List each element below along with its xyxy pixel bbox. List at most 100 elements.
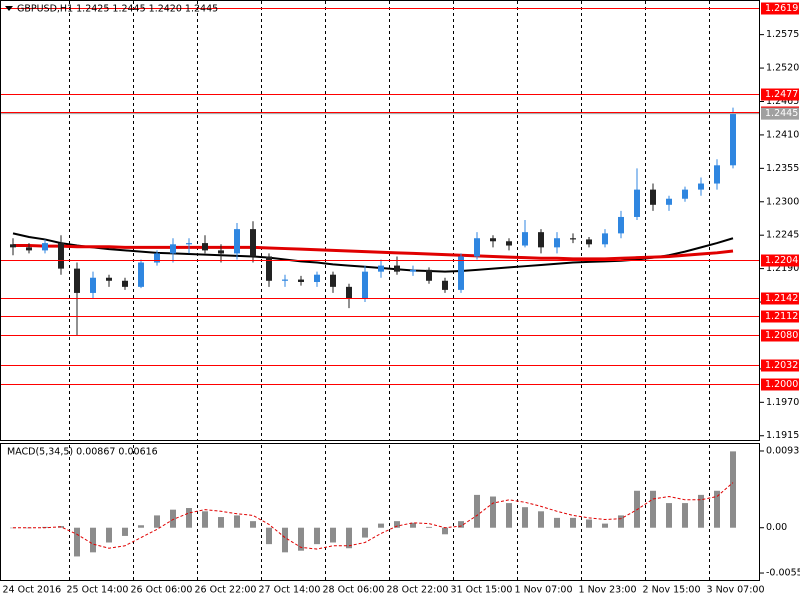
macd-bar xyxy=(234,515,240,528)
candle-body xyxy=(650,189,656,205)
x-tick-label: 28 Oct 06:00 xyxy=(323,585,385,596)
candle-body xyxy=(266,256,272,281)
candle-body xyxy=(634,189,640,217)
x-tick-label: 25 Oct 14:00 xyxy=(67,585,129,596)
level-label: 1.2619 xyxy=(765,3,798,14)
level-tag xyxy=(761,88,799,101)
macd-bar xyxy=(650,490,656,528)
candle-body xyxy=(282,279,288,281)
y-tick-label: 1.1970 xyxy=(766,397,799,408)
axis: 24 Oct 2016 25 Oct 14:00 26 Oct 06:00 26 Oc… xyxy=(3,2,800,596)
macd-frame xyxy=(0,443,760,581)
candle-body xyxy=(442,280,448,290)
macd-bar xyxy=(698,494,704,528)
main-frame xyxy=(0,0,760,441)
candle-body xyxy=(298,279,304,282)
macd-bar xyxy=(346,527,352,549)
candle-body xyxy=(122,280,128,287)
candle-body xyxy=(362,271,368,300)
macd-bar xyxy=(186,508,192,528)
candle-body xyxy=(234,229,240,254)
y-tick-label: -0.00552 xyxy=(766,568,800,579)
y-tick-label: 1.2410 xyxy=(766,129,799,140)
macd-bar xyxy=(154,515,160,528)
x-tick-label: 28 Oct 22:00 xyxy=(387,585,449,596)
candle-body xyxy=(346,286,352,300)
candle-body xyxy=(154,253,160,263)
y-tick-label: 0.00935 xyxy=(766,445,800,456)
y-tick-label: 0.00 xyxy=(766,522,787,533)
macd-bar xyxy=(442,527,448,535)
level-tag xyxy=(761,359,799,372)
candle-body xyxy=(586,239,592,245)
macd-bar xyxy=(490,496,496,528)
level-tag xyxy=(761,292,799,305)
candle-body xyxy=(106,277,112,281)
candle-body xyxy=(570,238,576,240)
price-tag xyxy=(761,107,799,120)
level-tag xyxy=(761,378,799,391)
candle-body xyxy=(394,265,400,272)
macd-bar xyxy=(474,494,480,528)
x-tick-label: 1 Nov 07:00 xyxy=(515,585,573,596)
macd-bar xyxy=(138,525,144,528)
x-tick-label: 24 Oct 2016 xyxy=(3,585,62,596)
level-tag xyxy=(761,254,799,267)
x-tick-label: 27 Oct 14:00 xyxy=(259,585,321,596)
macd-bar xyxy=(426,526,432,528)
candle-body xyxy=(666,198,672,205)
candle-body xyxy=(522,232,528,246)
y-tick-label: 1.2575 xyxy=(766,29,799,40)
candle-body xyxy=(186,243,192,245)
x-tick-label: 26 Oct 22:00 xyxy=(195,585,257,596)
level-label: 1.2000 xyxy=(765,379,798,390)
candle-body xyxy=(698,183,704,190)
grid xyxy=(69,1,710,580)
level-label: 1.2032 xyxy=(765,360,798,371)
candle-body xyxy=(170,244,176,254)
marks xyxy=(0,8,760,557)
candle-body xyxy=(250,229,256,257)
price-label: 1.2445 xyxy=(765,108,798,119)
level-tag xyxy=(761,329,799,342)
candle-body xyxy=(490,238,496,242)
y-tick-label: 1.2465 xyxy=(766,96,799,107)
menu-arrow[interactable] xyxy=(5,6,13,11)
candle-body xyxy=(58,243,64,269)
y-tick-label: 1.1915 xyxy=(766,430,799,441)
macd-bar xyxy=(202,511,208,528)
macd-bar xyxy=(666,503,672,528)
moving-average xyxy=(12,232,734,273)
macd-bar xyxy=(554,517,560,528)
candle-body xyxy=(506,241,512,246)
candle-body xyxy=(138,262,144,287)
macd-bar xyxy=(410,522,416,528)
y-tick-label: 1.2355 xyxy=(766,163,799,174)
candle-body xyxy=(42,243,48,251)
moving-average xyxy=(13,244,734,261)
level-label: 1.2204 xyxy=(765,255,798,266)
macd-bar xyxy=(602,523,608,528)
level-tag xyxy=(761,2,799,15)
level-tag xyxy=(761,310,799,323)
candle-body xyxy=(10,244,16,248)
candle-body xyxy=(714,165,720,184)
candle-body xyxy=(218,250,224,254)
x-tick-label: 3 Nov 07:00 xyxy=(707,585,765,596)
macd-bar xyxy=(570,517,576,528)
macd-bar xyxy=(218,517,224,528)
candle-body xyxy=(202,243,208,251)
signal-line xyxy=(13,482,734,550)
macd-bar xyxy=(586,519,592,528)
x-tick-label: 26 Oct 06:00 xyxy=(131,585,193,596)
candle-body xyxy=(26,247,32,251)
y-tick-label: 1.2300 xyxy=(766,196,799,207)
candle-body xyxy=(74,268,80,293)
candle-body xyxy=(426,269,432,281)
macd-bar xyxy=(170,509,176,528)
macd-bar xyxy=(394,521,400,528)
macd-bar xyxy=(122,527,128,536)
level-label: 1.2477 xyxy=(765,89,798,100)
y-tick-label: 1.2190 xyxy=(766,263,799,274)
macd-bar xyxy=(250,521,256,528)
